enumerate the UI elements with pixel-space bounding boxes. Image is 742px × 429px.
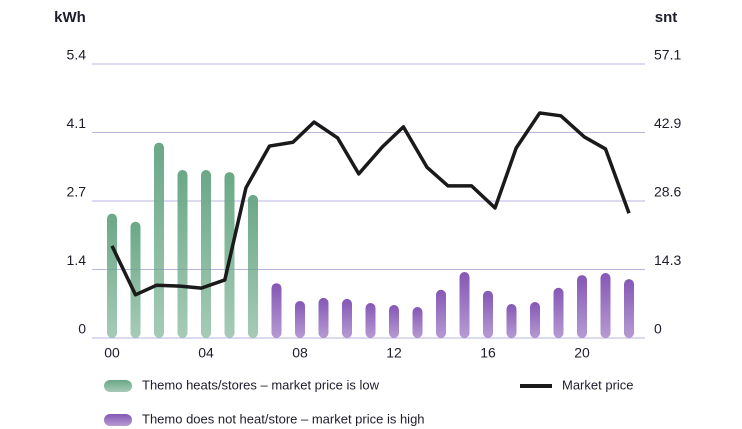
y-tick-label: 0 — [78, 321, 86, 337]
bar — [342, 298, 352, 338]
bar — [154, 142, 164, 338]
bar — [577, 275, 587, 338]
line — [110, 111, 631, 297]
bar — [248, 194, 258, 338]
y2-tick-label: 42.9 — [654, 115, 681, 131]
bar — [177, 170, 188, 338]
bar — [412, 307, 423, 338]
y-tick-label: 4.1 — [67, 115, 87, 131]
y2-tick-label: 57.1 — [654, 47, 681, 63]
bar — [530, 301, 540, 338]
y-tick-label: 2.7 — [67, 184, 87, 200]
bar — [365, 302, 376, 338]
y2-tick-label: 0 — [654, 321, 662, 337]
bar — [318, 297, 329, 338]
bar — [201, 170, 211, 338]
legend-label: Market price — [562, 377, 634, 392]
legend-swatch — [104, 380, 132, 392]
bar — [107, 213, 117, 338]
y2-tick-label: 14.3 — [654, 252, 681, 268]
bar — [553, 287, 564, 338]
y-tick-label: 5.4 — [67, 47, 87, 63]
bar — [130, 221, 141, 338]
x-tick-label: 20 — [574, 345, 590, 361]
x-tick-label: 04 — [198, 345, 214, 361]
y-axis-label: kWh — [54, 9, 86, 26]
bar — [506, 304, 517, 338]
x-tick-label: 16 — [480, 345, 496, 361]
legend-label: Themo heats/stores – market price is low — [142, 377, 380, 392]
bar — [483, 290, 493, 338]
legend-label: Themo does not heat/store – market price… — [142, 411, 425, 426]
bar — [436, 289, 446, 338]
bar — [271, 283, 282, 338]
legend-swatch — [104, 414, 132, 426]
x-tick-label: 08 — [292, 345, 308, 361]
bar — [295, 300, 305, 338]
bar — [459, 272, 470, 338]
y2-axis-label: snt — [655, 9, 678, 26]
bar — [600, 273, 611, 338]
y2-tick-label: 28.6 — [654, 184, 681, 200]
x-tick-label: 00 — [104, 345, 120, 361]
y-tick-label: 1.4 — [67, 252, 87, 268]
x-tick-label: 12 — [386, 345, 402, 361]
bar — [389, 305, 399, 338]
bar — [624, 279, 634, 338]
